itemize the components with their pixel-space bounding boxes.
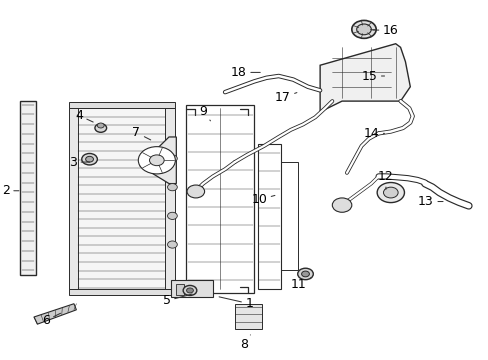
Text: 12: 12 bbox=[377, 170, 393, 189]
Bar bbox=[69, 102, 175, 108]
Text: 7: 7 bbox=[132, 126, 150, 140]
Text: 5: 5 bbox=[162, 294, 192, 307]
Bar bbox=[69, 289, 175, 296]
Bar bbox=[171, 280, 212, 297]
Text: 13: 13 bbox=[417, 195, 442, 208]
Circle shape bbox=[81, 153, 97, 165]
Polygon shape bbox=[20, 101, 36, 275]
Text: 15: 15 bbox=[361, 69, 384, 82]
Circle shape bbox=[301, 271, 309, 277]
Polygon shape bbox=[165, 108, 175, 289]
Circle shape bbox=[138, 147, 175, 174]
Circle shape bbox=[383, 187, 397, 198]
Text: 1: 1 bbox=[219, 297, 253, 310]
Circle shape bbox=[85, 156, 93, 162]
Circle shape bbox=[376, 183, 404, 203]
Polygon shape bbox=[69, 108, 78, 289]
Polygon shape bbox=[76, 105, 166, 293]
Circle shape bbox=[351, 21, 375, 39]
Circle shape bbox=[95, 124, 106, 132]
Circle shape bbox=[167, 212, 177, 220]
Text: 16: 16 bbox=[372, 24, 398, 37]
Circle shape bbox=[97, 123, 104, 128]
Circle shape bbox=[187, 185, 204, 198]
Bar bbox=[176, 284, 183, 295]
Text: 6: 6 bbox=[41, 313, 61, 327]
Circle shape bbox=[332, 198, 351, 212]
Circle shape bbox=[356, 24, 370, 35]
Polygon shape bbox=[320, 44, 409, 112]
Polygon shape bbox=[234, 304, 261, 329]
Text: 3: 3 bbox=[69, 156, 89, 168]
Text: 17: 17 bbox=[274, 91, 296, 104]
Circle shape bbox=[167, 155, 177, 162]
Circle shape bbox=[297, 268, 313, 280]
Polygon shape bbox=[34, 304, 76, 324]
Text: 10: 10 bbox=[251, 193, 274, 206]
Text: 11: 11 bbox=[290, 278, 311, 291]
Circle shape bbox=[167, 241, 177, 248]
Circle shape bbox=[167, 184, 177, 191]
Circle shape bbox=[149, 155, 164, 166]
Text: 14: 14 bbox=[363, 127, 384, 140]
Text: 18: 18 bbox=[230, 66, 260, 79]
Polygon shape bbox=[140, 137, 176, 184]
Circle shape bbox=[183, 285, 196, 296]
Text: 2: 2 bbox=[2, 184, 19, 197]
Text: 8: 8 bbox=[240, 335, 250, 351]
Circle shape bbox=[186, 288, 193, 293]
Text: 9: 9 bbox=[199, 105, 210, 121]
Text: 4: 4 bbox=[75, 109, 93, 122]
